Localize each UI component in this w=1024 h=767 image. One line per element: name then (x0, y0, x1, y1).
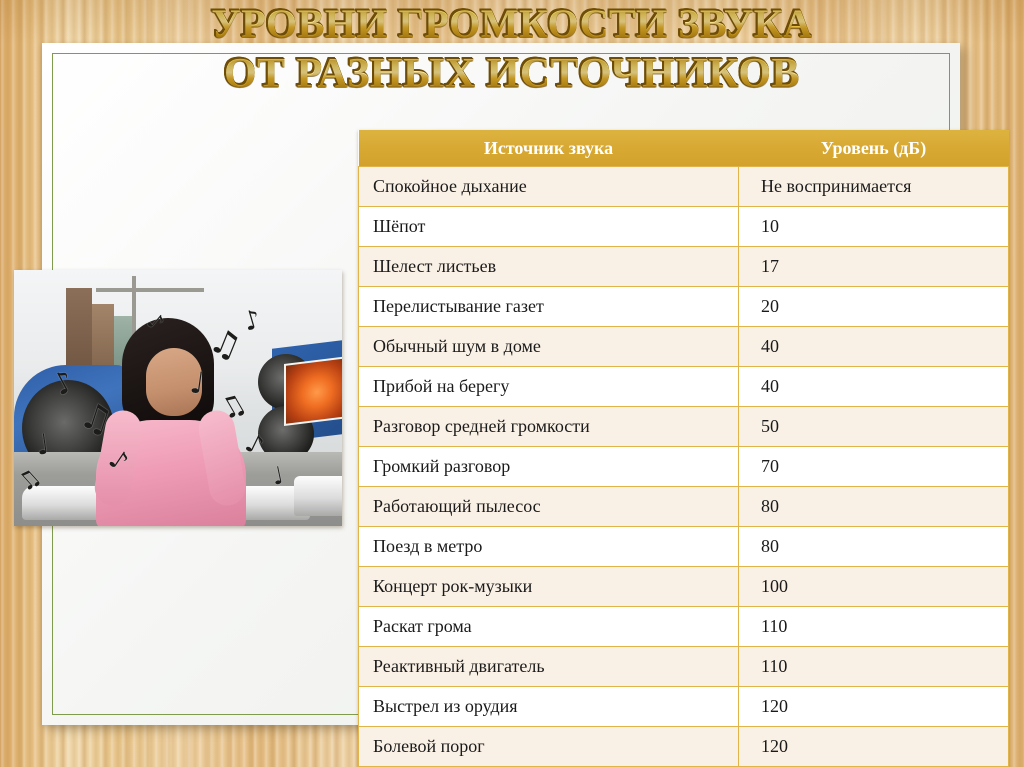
cell-level: 110 (738, 646, 1009, 687)
table-row: Раскат грома 110 (358, 606, 1009, 647)
column-header-level[interactable]: Уровень (дБ) (738, 130, 1009, 167)
table-row: Концерт рок-музыки 100 (358, 566, 1009, 607)
cell-source: Концерт рок-музыки (358, 566, 739, 607)
cell-level: 120 (738, 726, 1009, 767)
table-row: Шелест листьев 17 (358, 246, 1009, 287)
cell-level: 10 (738, 206, 1009, 247)
cell-level: 17 (738, 246, 1009, 287)
cell-source: Болевой порог (358, 726, 739, 767)
photo-car (294, 476, 342, 516)
table-row: Шёпот 10 (358, 206, 1009, 247)
cell-level: 80 (738, 526, 1009, 567)
photo-woman-face (146, 348, 202, 416)
cell-source: Спокойное дыхание (358, 166, 739, 207)
cell-level: 50 (738, 406, 1009, 447)
cell-source: Прибой на берегу (358, 366, 739, 407)
table-body: Спокойное дыхание Не воспринимается Шёпо… (358, 166, 1009, 767)
cell-level: 110 (738, 606, 1009, 647)
cell-level: 70 (738, 446, 1009, 487)
photo-crane-jib (96, 288, 204, 292)
table-row: Поезд в метро 80 (358, 526, 1009, 567)
cell-source: Раскат грома (358, 606, 739, 647)
column-header-source[interactable]: Источник звука (358, 130, 739, 167)
cell-source: Громкий разговор (358, 446, 739, 487)
cell-level: 100 (738, 566, 1009, 607)
noise-photo: ♪ ♫ ♩ ♪ ♫ ♫ ♪ ♩ ♫ ♪ ♩ ♪ (14, 270, 342, 526)
cell-source: Поезд в метро (358, 526, 739, 567)
table-header-row: Источник звука Уровень (дБ) (358, 130, 1009, 167)
cell-level: 40 (738, 366, 1009, 407)
cell-level: Не воспринимается (738, 166, 1009, 207)
table-row: Болевой порог 120 (358, 726, 1009, 767)
table-row: Перелистывание газет 20 (358, 286, 1009, 327)
cell-level: 40 (738, 326, 1009, 367)
cell-source: Реактивный двигатель (358, 646, 739, 687)
cell-source: Разговор средней громкости (358, 406, 739, 447)
table-row: Громкий разговор 70 (358, 446, 1009, 487)
table-row: Выстрел из орудия 120 (358, 686, 1009, 727)
table-row: Реактивный двигатель 110 (358, 646, 1009, 687)
cell-level: 120 (738, 686, 1009, 727)
cell-level: 80 (738, 486, 1009, 527)
cell-level: 20 (738, 286, 1009, 327)
cell-source: Работающий пылесос (358, 486, 739, 527)
cell-source: Обычный шум в доме (358, 326, 739, 367)
cell-source: Шёпот (358, 206, 739, 247)
table-row: Обычный шум в доме 40 (358, 326, 1009, 367)
photo-crane-mast (132, 276, 136, 350)
table-row: Работающий пылесос 80 (358, 486, 1009, 527)
cell-source: Перелистывание газет (358, 286, 739, 327)
cell-source: Шелест листьев (358, 246, 739, 287)
table-row: Спокойное дыхание Не воспринимается (358, 166, 1009, 207)
table-row: Прибой на берегу 40 (358, 366, 1009, 407)
photo-billboard-screen (284, 355, 342, 427)
sound-levels-table: Источник звука Уровень (дБ) Спокойное ды… (358, 130, 1009, 767)
cell-source: Выстрел из орудия (358, 686, 739, 727)
table-row: Разговор средней громкости 50 (358, 406, 1009, 447)
